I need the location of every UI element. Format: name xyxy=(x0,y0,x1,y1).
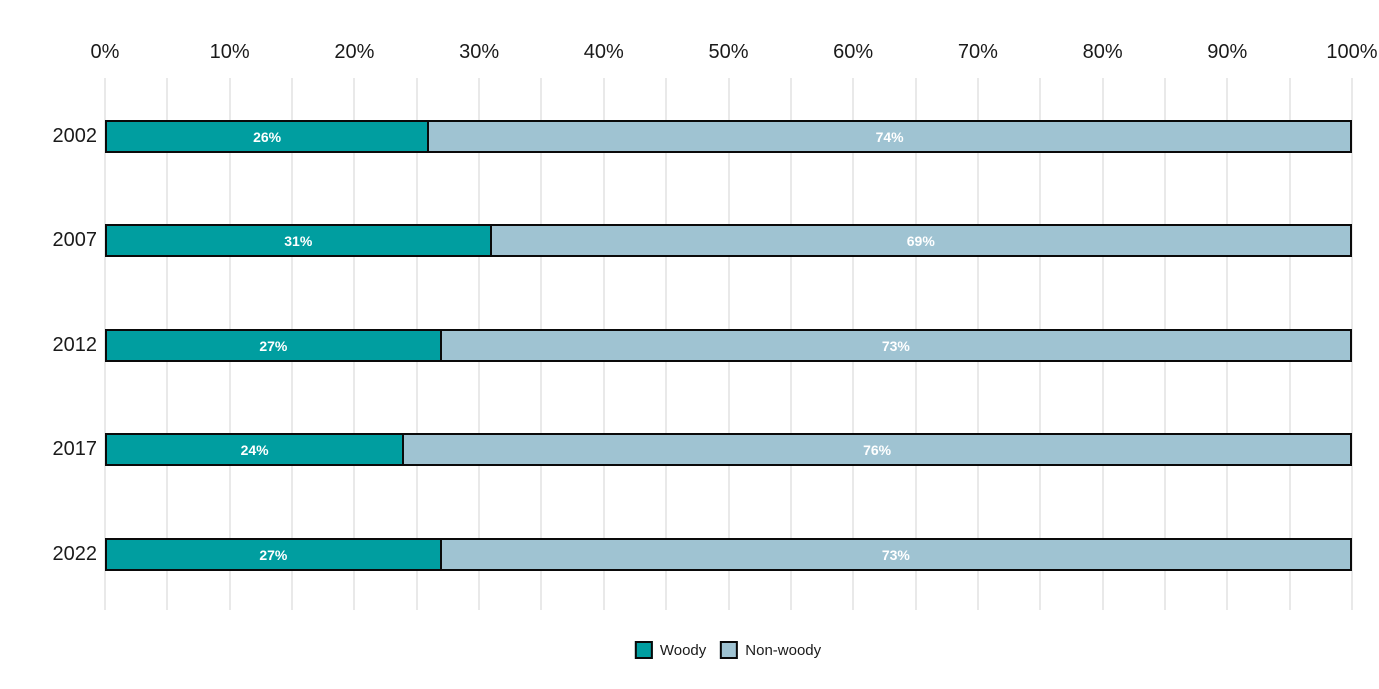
bar-row: 31% 69% xyxy=(105,224,1352,257)
bar-value-label: 24% xyxy=(240,441,269,458)
y-axis-category-label: 2012 xyxy=(52,334,98,356)
x-axis-tick-label: 80% xyxy=(1082,41,1123,63)
bar-row: 24% 76% xyxy=(105,433,1352,466)
y-axis-category-label: 2017 xyxy=(52,438,98,460)
bar-segment-non-woody: 74% xyxy=(427,120,1352,153)
legend-swatch-woody xyxy=(634,641,653,659)
x-axis-tick-label: 30% xyxy=(459,41,500,63)
bar-row: 27% 73% xyxy=(105,329,1352,362)
bar-segment-non-woody: 73% xyxy=(439,329,1352,362)
bar-value-label: 69% xyxy=(906,232,935,249)
bar-value-label: 74% xyxy=(875,128,904,145)
legend-label: Non-woody xyxy=(745,641,822,659)
legend-item-non-woody: Non-woody xyxy=(720,641,821,659)
bar-value-label: 27% xyxy=(259,546,288,563)
bar-segment-non-woody: 76% xyxy=(402,433,1352,466)
x-axis-tick-label: 70% xyxy=(957,41,998,63)
legend: Woody Non-woody xyxy=(634,641,821,659)
bar-row: 26% 74% xyxy=(105,120,1352,153)
legend-item-woody: Woody xyxy=(634,641,707,659)
x-axis-tick-label: 40% xyxy=(583,41,624,63)
bar-value-label: 31% xyxy=(284,232,313,249)
x-axis-tick-label: 20% xyxy=(334,41,375,63)
x-axis-tick-label: 50% xyxy=(708,41,749,63)
bar-value-label: 27% xyxy=(259,337,288,354)
x-axis-tick-label: 10% xyxy=(209,41,250,63)
x-axis-tick-label: 100% xyxy=(1326,41,1378,63)
bar-segment-woody: 31% xyxy=(105,224,492,257)
y-axis-category-label: 2022 xyxy=(52,543,98,565)
bar-segment-woody: 27% xyxy=(105,329,442,362)
legend-label: Woody xyxy=(659,641,707,659)
bar-segment-woody: 24% xyxy=(105,433,405,466)
bar-row: 27% 73% xyxy=(105,538,1352,571)
y-axis-category-label: 2002 xyxy=(52,125,98,147)
bar-value-label: 76% xyxy=(863,441,892,458)
bar-value-label: 73% xyxy=(881,337,910,354)
x-axis-tick-label: 60% xyxy=(833,41,874,63)
bar-segment-non-woody: 73% xyxy=(439,538,1352,571)
x-axis-tick-label: 0% xyxy=(90,41,120,63)
legend-swatch-non-woody xyxy=(720,641,739,659)
bar-segment-woody: 26% xyxy=(105,120,430,153)
gridline xyxy=(1351,78,1353,610)
y-axis-category-label: 2007 xyxy=(52,229,98,251)
bar-value-label: 73% xyxy=(881,546,910,563)
bar-value-label: 26% xyxy=(253,128,282,145)
bar-segment-woody: 27% xyxy=(105,538,442,571)
bar-segment-non-woody: 69% xyxy=(489,224,1352,257)
x-axis-tick-label: 90% xyxy=(1207,41,1248,63)
